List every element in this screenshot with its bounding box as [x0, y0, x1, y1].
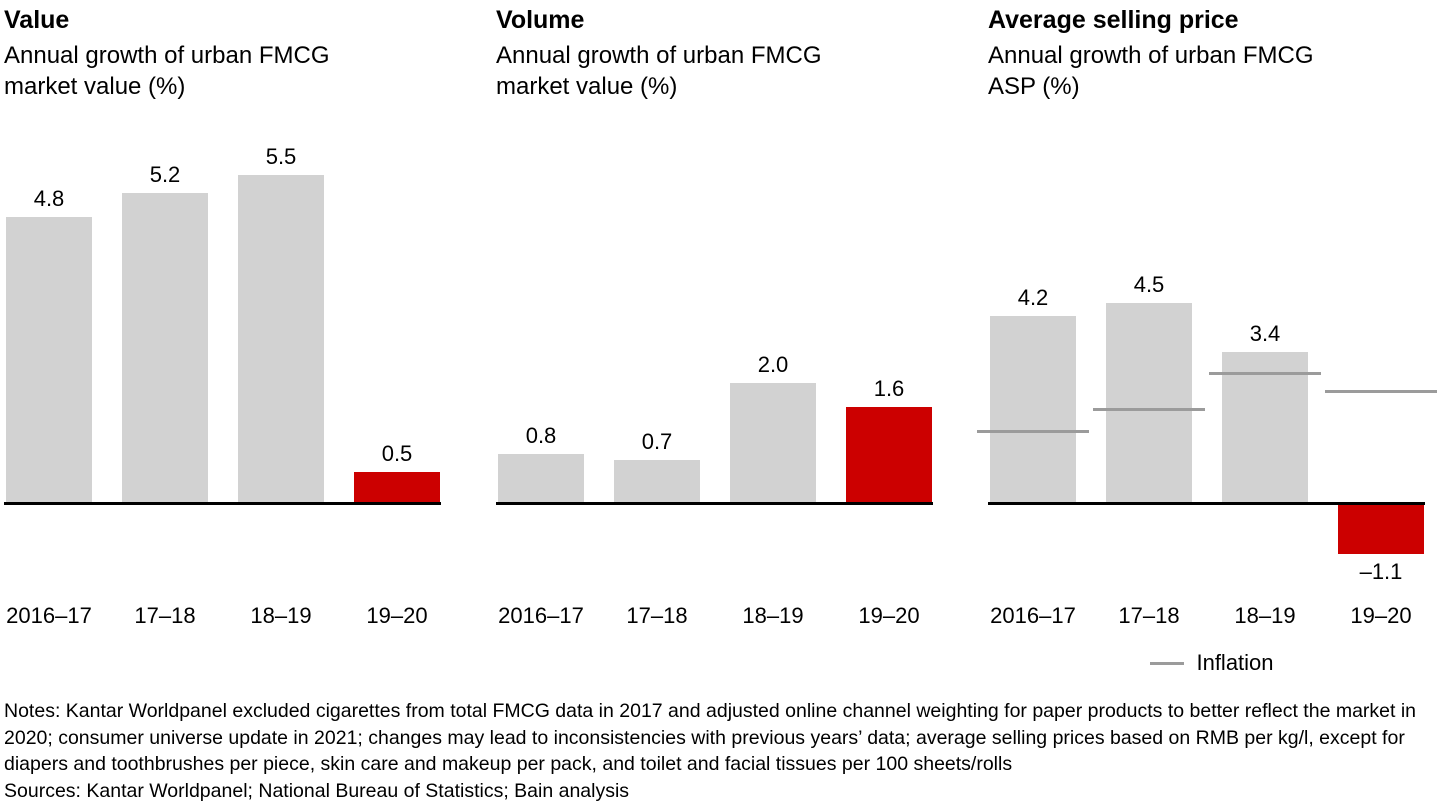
bar-2016-17 — [6, 217, 92, 502]
chart-value: Value Annual growth of urban FMCG market… — [4, 5, 452, 676]
x-axis-label: 2016–17 — [6, 603, 92, 628]
inflation-line — [1093, 408, 1205, 411]
inflation-line — [1209, 372, 1321, 375]
chart-title: Average selling price — [988, 6, 1239, 34]
chart-value-header: Value Annual growth of urban FMCG market… — [4, 5, 452, 102]
chart-title: Volume — [496, 6, 585, 34]
bar-2016-17 — [990, 316, 1076, 502]
x-axis-baseline — [988, 502, 1425, 505]
bar-value-label: 0.7 — [641, 429, 673, 454]
chart-subtitle: Annual growth of urban FMCG market value… — [4, 42, 330, 100]
bar-value-label: 4.2 — [1017, 285, 1049, 310]
bar-19-20 — [846, 407, 932, 502]
x-axis-baseline — [496, 502, 933, 505]
chart-asp-header: Average selling price Annual growth of u… — [988, 5, 1436, 102]
x-axis-labels: 2016–17 17–18 18–19 19–20 — [988, 602, 1436, 632]
bar-17-18 — [614, 460, 700, 502]
bar-value-label: 5.5 — [265, 144, 297, 169]
plot-area: 4.8 5.2 5.5 0.5 — [4, 122, 452, 602]
bar-18-19 — [1222, 352, 1308, 502]
chart-subtitle: Annual growth of urban FMCG ASP (%) — [988, 42, 1314, 100]
x-axis-label: 2016–17 — [990, 603, 1076, 628]
chart-average-selling-price: Average selling price Annual growth of u… — [977, 5, 1437, 676]
bar-17-18 — [1106, 303, 1192, 502]
plot-area: 4.2 4.5 3.4 –1.1 — [977, 122, 1437, 602]
bar-value-label: 4.8 — [33, 186, 65, 211]
x-axis-label: 19–20 — [1350, 603, 1412, 628]
x-axis-label: 18–19 — [742, 603, 804, 628]
x-axis-label: 19–20 — [858, 603, 920, 628]
bar-2016-17 — [498, 454, 584, 502]
chart-subtitle: Annual growth of urban FMCG market value… — [496, 42, 822, 100]
bar-17-18 — [122, 193, 208, 502]
x-axis-label: 18–19 — [250, 603, 312, 628]
bar-value-label: 1.6 — [873, 376, 905, 401]
inflation-line — [1325, 390, 1437, 393]
chart-volume-header: Volume Annual growth of urban FMCG marke… — [496, 5, 944, 102]
plot-area: 0.8 0.7 2.0 1.6 — [496, 122, 944, 602]
x-axis-labels: 2016–17 17–18 18–19 19–20 — [4, 602, 452, 632]
x-axis-labels: 2016–17 17–18 18–19 19–20 — [496, 602, 944, 632]
bar-value-label: 2.0 — [757, 352, 789, 377]
bar-19-20 — [1338, 505, 1424, 554]
notes-text: Notes: Kantar Worldpanel excluded cigare… — [4, 700, 1417, 775]
footnotes: Notes: Kantar Worldpanel excluded cigare… — [4, 698, 1436, 804]
x-axis-label: 17–18 — [1118, 603, 1180, 628]
x-axis-label: 17–18 — [626, 603, 688, 628]
chart-title: Value — [4, 6, 70, 34]
x-axis-label: 18–19 — [1234, 603, 1296, 628]
bar-value-label: 3.4 — [1249, 321, 1281, 346]
bar-value-label: 0.8 — [525, 423, 557, 448]
bar-18-19 — [730, 383, 816, 502]
x-axis-label: 19–20 — [366, 603, 428, 628]
inflation-line — [977, 430, 1089, 433]
bar-value-label: 5.2 — [149, 162, 181, 187]
bar-18-19 — [238, 175, 324, 502]
x-axis-label: 17–18 — [134, 603, 196, 628]
inflation-line-icon — [1150, 661, 1185, 665]
bar-value-label: 0.5 — [381, 441, 413, 466]
bar-value-label: –1.1 — [1359, 559, 1403, 584]
inflation-legend-label: Inflation — [1196, 650, 1274, 675]
charts-row: Value Annual growth of urban FMCG market… — [4, 5, 1437, 676]
bar-19-20 — [354, 472, 440, 502]
chart-volume: Volume Annual growth of urban FMCG marke… — [496, 5, 944, 676]
bar-value-label: 4.5 — [1133, 272, 1165, 297]
inflation-legend: Inflation — [988, 650, 1436, 676]
x-axis-baseline — [4, 502, 441, 505]
x-axis-label: 2016–17 — [498, 603, 584, 628]
sources-text: Sources: Kantar Worldpanel; National Bur… — [4, 779, 630, 802]
